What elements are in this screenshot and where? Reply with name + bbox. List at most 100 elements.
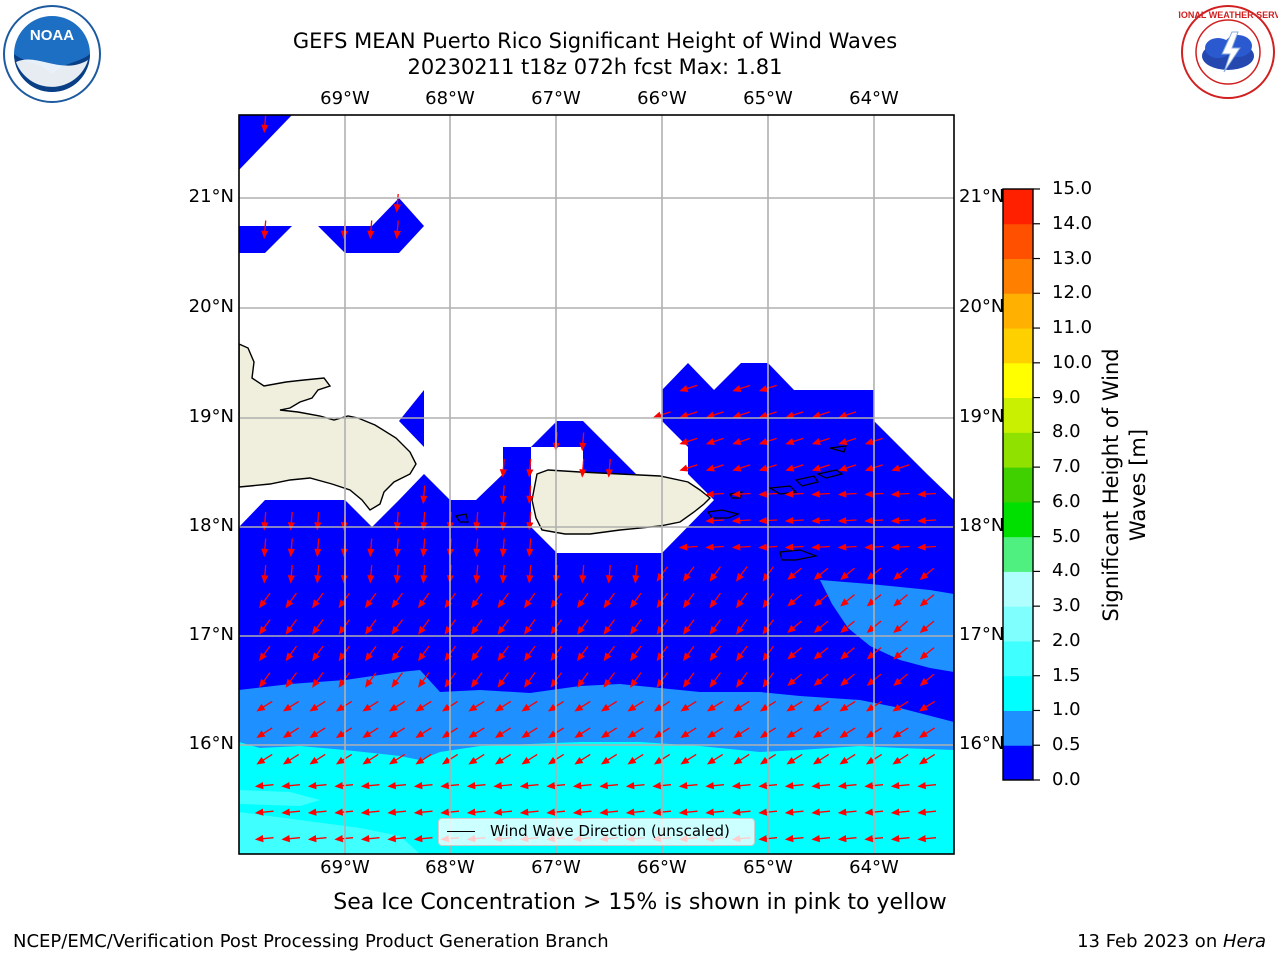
wind-wave-arrowhead: [367, 548, 375, 558]
wind-wave-arrowhead: [627, 703, 637, 712]
wind-wave-arrowhead: [813, 624, 823, 633]
wind-wave-arrowhead: [890, 835, 900, 843]
wind-wave-arrowhead: [600, 756, 610, 765]
lon-label-top-69w: 69°W: [320, 88, 370, 109]
lon-label-bottom-69w: 69°W: [320, 857, 370, 878]
wind-wave-arrowhead: [282, 730, 292, 738]
wind-wave-arrowhead: [521, 730, 531, 738]
wind-wave-arrowhead: [499, 575, 507, 584]
wind-wave-arrowhead: [256, 756, 266, 765]
wind-wave-arrowhead: [468, 703, 478, 712]
small-islands: [455, 445, 847, 561]
wind-wave-arrowhead: [762, 625, 771, 635]
colorbar-tick-label: 10.0: [1052, 351, 1093, 373]
noaa-logo: NOAA: [2, 4, 102, 104]
wind-wave-arrowhead: [784, 782, 794, 790]
wind-wave-arrowhead: [731, 490, 741, 498]
wind-wave-arrowhead: [736, 599, 744, 609]
wind-wave-arrowhead: [282, 703, 292, 712]
wind-wave-arrowhead: [497, 625, 506, 635]
colorbar-ticks: [1033, 188, 1040, 781]
wind-wave-arrowhead: [547, 756, 557, 765]
colorbar-title: Significant Height of Wind Waves [m]: [1099, 348, 1150, 622]
colorbar-frame: [1002, 188, 1034, 781]
wind-wave-arrowhead: [917, 835, 927, 843]
wind-wave-arrowhead: [837, 490, 847, 498]
wind-wave-arrowhead: [811, 543, 820, 551]
wind-wave-arrowhead: [625, 808, 635, 816]
wind-wave-arrowhead: [360, 782, 370, 790]
wind-wave-arrowhead: [653, 730, 663, 738]
wind-wave-arrowhead: [840, 598, 849, 607]
wind-wave-arrowhead: [679, 438, 689, 445]
wind-wave-arrowhead: [338, 625, 347, 635]
wind-wave-arrowhead: [440, 782, 450, 790]
wind-wave-arrowhead: [678, 808, 688, 816]
colorbar-segment: [1003, 328, 1033, 364]
lat-label-right-20n: 20°N: [959, 296, 1005, 317]
wind-wave-arrowhead: [864, 490, 873, 498]
wind-wave-arrowhead: [759, 730, 769, 738]
colorbar-segment: [1003, 467, 1033, 503]
lat-label-left-18n: 18°N: [188, 515, 234, 536]
wind-wave-arrowhead: [334, 835, 344, 843]
wind-wave-arrowhead: [758, 808, 768, 816]
wave-field-0.5-1.0-east: [820, 580, 954, 672]
wind-wave-arrowhead: [261, 230, 269, 240]
wind-wave-arrowhead: [758, 782, 768, 790]
wind-wave-arrowhead: [864, 438, 874, 445]
wind-wave-arrowhead: [893, 598, 902, 607]
wind-wave-arrowhead: [393, 575, 401, 584]
wind-wave-arrowhead: [784, 517, 794, 525]
wind-wave-arrowhead: [441, 730, 451, 738]
wind-wave-arrowhead: [890, 808, 900, 816]
wind-wave-arrowhead: [307, 782, 317, 790]
wind-wave-arrowhead: [762, 678, 771, 688]
wind-wave-arrowhead: [574, 730, 584, 738]
wind-wave-arrowhead: [784, 835, 794, 843]
wind-wave-arrowhead: [683, 599, 691, 609]
wind-wave-arrowhead: [811, 782, 821, 790]
lon-label-bottom-66w: 66°W: [637, 857, 687, 878]
wind-wave-arrowhead: [866, 677, 876, 686]
colorbar-tick-label: 2.0: [1052, 629, 1081, 651]
wind-wave-arrowhead: [526, 469, 534, 478]
wind-wave-arrowhead: [709, 652, 718, 662]
wind-wave-arrowhead: [391, 652, 400, 662]
wind-wave-arrowhead: [599, 808, 609, 816]
wave-field-1.5-2.0: [239, 812, 420, 854]
credit-date-text: 13 Feb 2023 on: [1077, 931, 1223, 952]
wind-wave-arrowhead: [758, 835, 768, 843]
colorbar-tick-label: 9.0: [1052, 386, 1081, 408]
lat-label-right-21n: 21°N: [959, 186, 1005, 207]
wind-wave-arrowhead: [261, 548, 269, 558]
wind-wave-arrowhead: [680, 730, 690, 738]
wind-wave-arrowhead: [579, 575, 587, 584]
wind-wave-arrowhead: [733, 756, 743, 765]
wind-wave-arrowhead: [493, 808, 503, 816]
wind-wave-arrowhead: [309, 756, 319, 765]
legend-label: Wind Wave Direction (unscaled): [490, 822, 730, 840]
lat-lon-grid: [239, 115, 954, 854]
nws-logo: NATIONAL WEATHER SERVICE: [1161, 2, 1280, 102]
wind-wave-arrowhead: [547, 730, 557, 738]
wind-wave-arrowhead: [441, 756, 451, 765]
wind-wave-arrowhead: [731, 782, 741, 790]
wind-wave-arrowhead: [574, 703, 584, 712]
wind-wave-arrowhead: [630, 652, 638, 662]
wind-wave-arrowhead: [282, 756, 292, 765]
wind-wave-arrowhead: [787, 624, 796, 633]
wind-wave-arrowhead: [415, 730, 425, 738]
wind-wave-arrowhead: [733, 730, 743, 738]
lon-label-bottom-65w: 65°W: [743, 857, 793, 878]
wind-wave-arrowhead: [524, 625, 532, 635]
lat-label-left-20n: 20°N: [188, 296, 234, 317]
wind-wave-arrowhead: [652, 808, 662, 816]
colorbar-tick-label: 1.5: [1052, 664, 1081, 686]
wind-wave-arrowhead: [918, 756, 928, 765]
colorbar-segment: [1003, 397, 1033, 433]
wind-wave-arrowhead: [440, 808, 450, 816]
wind-wave-arrowhead: [680, 703, 690, 712]
lon-label-top-67w: 67°W: [531, 88, 581, 109]
